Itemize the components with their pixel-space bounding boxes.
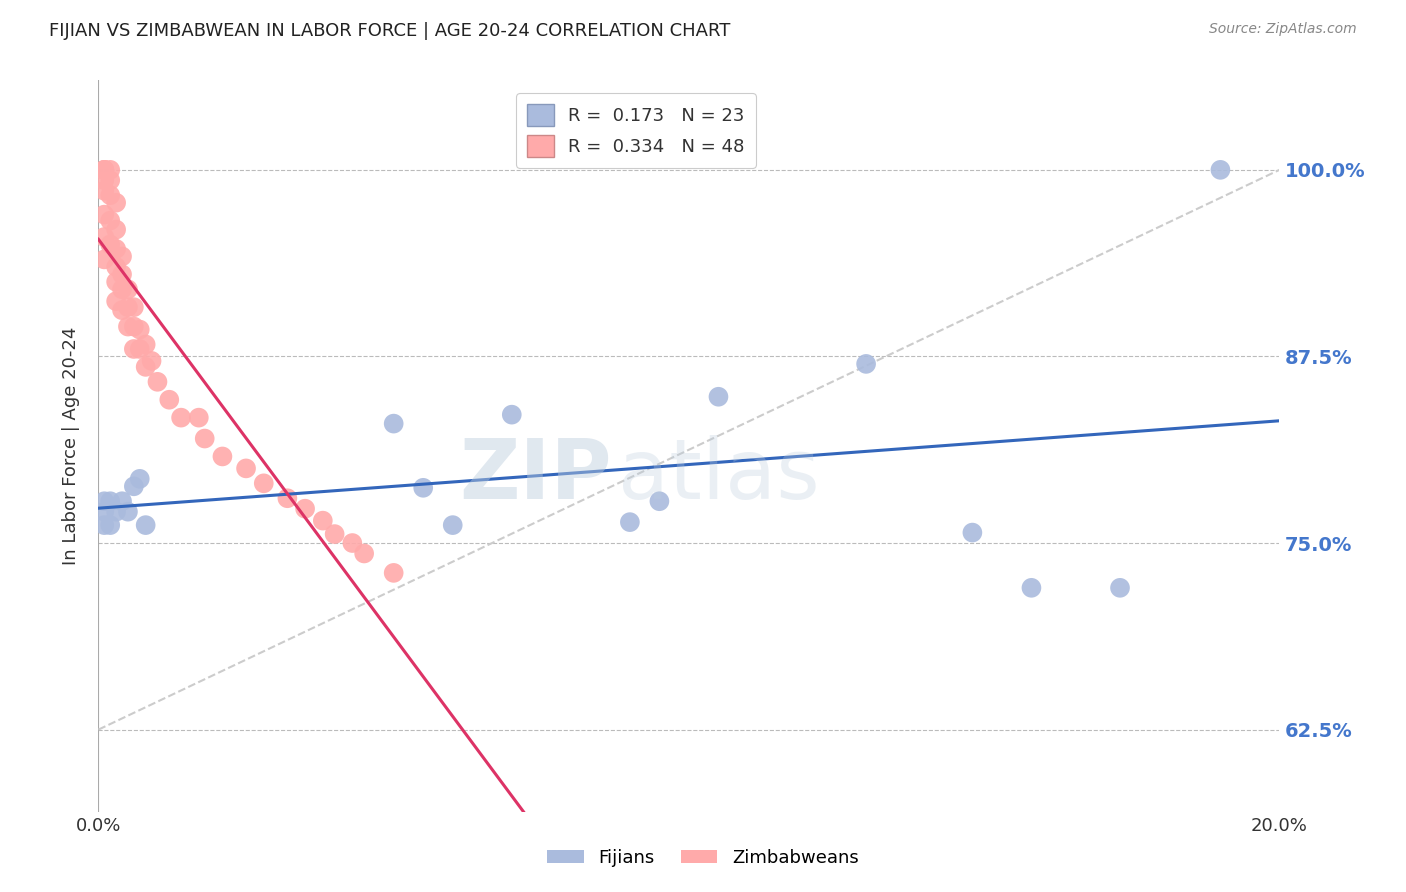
Point: [117, 300, 139, 314]
Point: [353, 546, 375, 560]
Point: [122, 342, 145, 356]
Legend: Fijians, Zimbabweans: Fijians, Zimbabweans: [540, 842, 866, 874]
Point: [93, 230, 115, 244]
Point: [98, 237, 121, 252]
Point: [98, 518, 121, 533]
Point: [211, 450, 233, 464]
Legend: R =  0.173   N = 23, R =  0.334   N = 48: R = 0.173 N = 23, R = 0.334 N = 48: [516, 93, 755, 168]
Point: [194, 432, 217, 446]
Point: [93, 518, 115, 533]
Point: [111, 494, 134, 508]
Point: [141, 354, 163, 368]
Point: [235, 461, 257, 475]
Point: [122, 319, 145, 334]
Point: [105, 260, 128, 274]
Point: [98, 213, 121, 227]
Point: [1109, 581, 1132, 595]
Point: [412, 481, 434, 495]
Point: [105, 294, 128, 309]
Point: [253, 476, 276, 491]
Text: ZIP: ZIP: [460, 434, 612, 516]
Point: [294, 501, 316, 516]
Point: [312, 514, 335, 528]
Point: [105, 222, 128, 236]
Point: [93, 208, 115, 222]
Point: [128, 342, 150, 356]
Point: [98, 494, 121, 508]
Point: [855, 357, 877, 371]
Point: [962, 525, 984, 540]
Point: [117, 505, 139, 519]
Text: atlas: atlas: [619, 434, 820, 516]
Point: [128, 322, 150, 336]
Point: [111, 303, 134, 318]
Point: [157, 392, 180, 407]
Point: [117, 319, 139, 334]
Point: [187, 410, 209, 425]
Point: [111, 282, 134, 296]
Point: [105, 505, 128, 519]
Point: [382, 566, 405, 580]
Point: [648, 494, 671, 508]
Point: [707, 390, 730, 404]
Point: [93, 162, 115, 177]
Point: [135, 337, 157, 351]
Point: [501, 408, 523, 422]
Text: FIJIAN VS ZIMBABWEAN IN LABOR FORCE | AGE 20-24 CORRELATION CHART: FIJIAN VS ZIMBABWEAN IN LABOR FORCE | AG…: [49, 22, 731, 40]
Point: [122, 300, 145, 314]
Point: [323, 527, 346, 541]
Y-axis label: In Labor Force | Age 20-24: In Labor Force | Age 20-24: [62, 326, 80, 566]
Point: [93, 162, 115, 177]
Point: [105, 195, 128, 210]
Point: [93, 173, 115, 187]
Point: [441, 518, 464, 533]
Point: [98, 188, 121, 202]
Point: [135, 518, 157, 533]
Point: [93, 162, 115, 177]
Point: [276, 491, 298, 506]
Point: [135, 359, 157, 374]
Point: [117, 282, 139, 296]
Point: [98, 173, 121, 187]
Point: [382, 417, 405, 431]
Point: [93, 494, 115, 508]
Point: [146, 375, 169, 389]
Point: [128, 472, 150, 486]
Text: Source: ZipAtlas.com: Source: ZipAtlas.com: [1209, 22, 1357, 37]
Point: [98, 162, 121, 177]
Point: [111, 268, 134, 282]
Point: [93, 252, 115, 267]
Point: [122, 479, 145, 493]
Point: [170, 410, 193, 425]
Point: [105, 275, 128, 289]
Point: [1209, 162, 1232, 177]
Point: [342, 536, 364, 550]
Point: [93, 184, 115, 198]
Point: [1021, 581, 1043, 595]
Point: [111, 249, 134, 263]
Point: [93, 505, 115, 519]
Point: [105, 242, 128, 256]
Point: [619, 515, 641, 529]
